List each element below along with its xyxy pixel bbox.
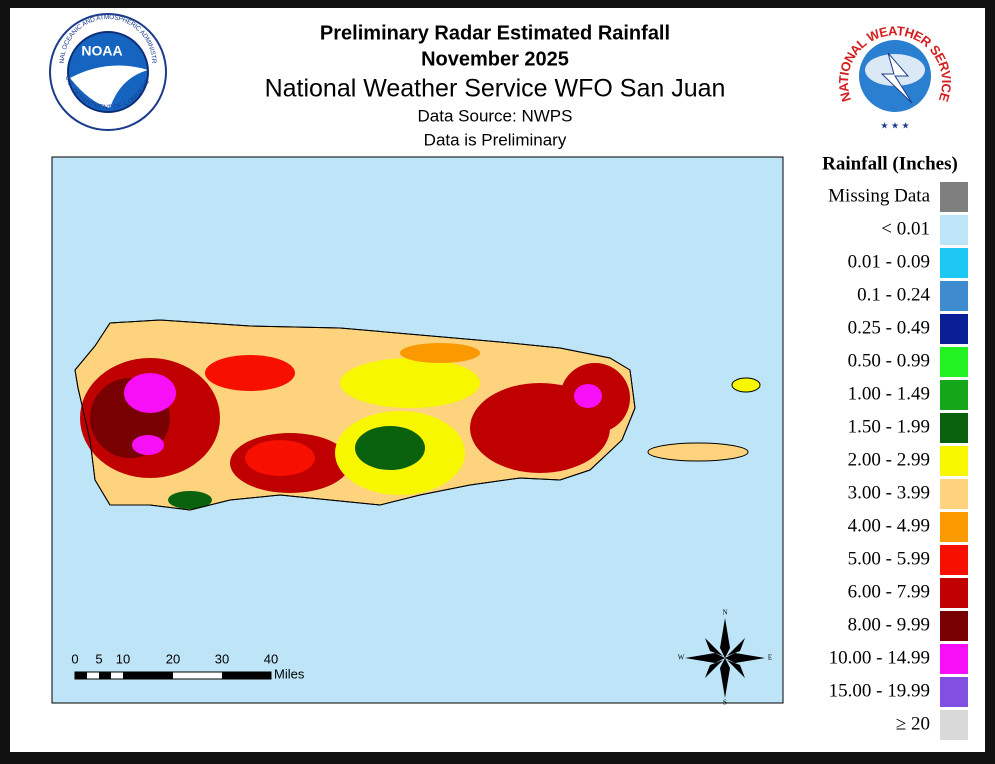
legend-swatch	[940, 413, 968, 443]
scale-label: 10	[116, 651, 130, 666]
legend-label: 15.00 - 19.99	[829, 680, 930, 701]
compass-e: E	[768, 654, 772, 662]
noaa-name: NOAA	[81, 43, 122, 59]
legend-label: 1.50 - 1.99	[848, 416, 930, 437]
period: November 2025	[421, 48, 569, 70]
legend-label: 1.00 - 1.49	[848, 383, 930, 404]
legend-swatch	[940, 182, 968, 212]
legend-swatch	[940, 314, 968, 344]
legend-swatch	[940, 545, 968, 575]
legend-label: 4.00 - 4.99	[848, 515, 930, 536]
scale-unit: Miles	[274, 666, 305, 681]
legend-swatch	[940, 611, 968, 641]
map-figure: Preliminary Radar Estimated Rainfall Nov…	[7, 5, 968, 740]
noaa-logo: NOAA NATIONAL OCEANIC AND ATMOSPHERIC AD…	[7, 5, 167, 131]
legend-label: 0.1 - 0.24	[857, 284, 930, 305]
legend-label: 0.01 - 0.09	[848, 251, 930, 272]
scale-label: 40	[264, 651, 278, 666]
legend-swatch	[940, 347, 968, 377]
scale-label: 5	[95, 651, 102, 666]
legend-swatch	[940, 248, 968, 278]
legend-swatch	[940, 512, 968, 542]
note: Data is Preliminary	[424, 130, 567, 149]
scale-label: 20	[166, 651, 180, 666]
scale-label: 0	[71, 651, 78, 666]
legend-swatch	[940, 644, 968, 674]
legend-swatch	[940, 710, 968, 740]
legend: Missing Data < 0.01 0.01 - 0.09 0.1 - 0.24 0…	[828, 182, 968, 740]
legend-label: 8.00 - 9.99	[848, 614, 930, 635]
legend-swatch	[940, 578, 968, 608]
legend-swatch	[940, 281, 968, 311]
scale-bar	[74, 671, 272, 680]
legend-swatch	[940, 479, 968, 509]
title: Preliminary Radar Estimated Rainfall	[320, 22, 670, 44]
legend-title: Rainfall (Inches)	[822, 153, 958, 174]
svg-text:★ ★ ★: ★ ★ ★	[880, 120, 909, 130]
scale-label: 30	[215, 651, 229, 666]
legend-label: Missing Data	[828, 185, 930, 206]
source: Data Source: NWPS	[418, 106, 573, 125]
compass-rose: N E S W	[678, 609, 772, 707]
legend-label: 0.50 - 0.99	[848, 350, 930, 371]
legend-label: 6.00 - 7.99	[848, 581, 930, 602]
legend-swatch	[940, 446, 968, 476]
nws-logo: NATIONAL WEATHER SERVICE ★ ★ ★	[835, 16, 955, 136]
legend-label: < 0.01	[881, 218, 930, 239]
map-island	[74, 319, 761, 511]
office: National Weather Service WFO San Juan	[265, 75, 726, 103]
legend-label: 3.00 - 3.99	[848, 482, 930, 503]
legend-swatch	[940, 380, 968, 410]
legend-label: ≥ 20	[896, 713, 930, 734]
compass-n: N	[722, 609, 727, 617]
legend-label: 0.25 - 0.49	[848, 317, 930, 338]
legend-label: 5.00 - 5.99	[848, 548, 930, 569]
legend-label: 2.00 - 2.99	[848, 449, 930, 470]
legend-swatch	[940, 215, 968, 245]
compass-s: S	[723, 699, 727, 707]
legend-label: 10.00 - 14.99	[829, 647, 930, 668]
compass-w: W	[678, 654, 685, 662]
legend-swatch	[940, 677, 968, 707]
panel: Preliminary Radar Estimated Rainfall Nov…	[7, 5, 985, 752]
